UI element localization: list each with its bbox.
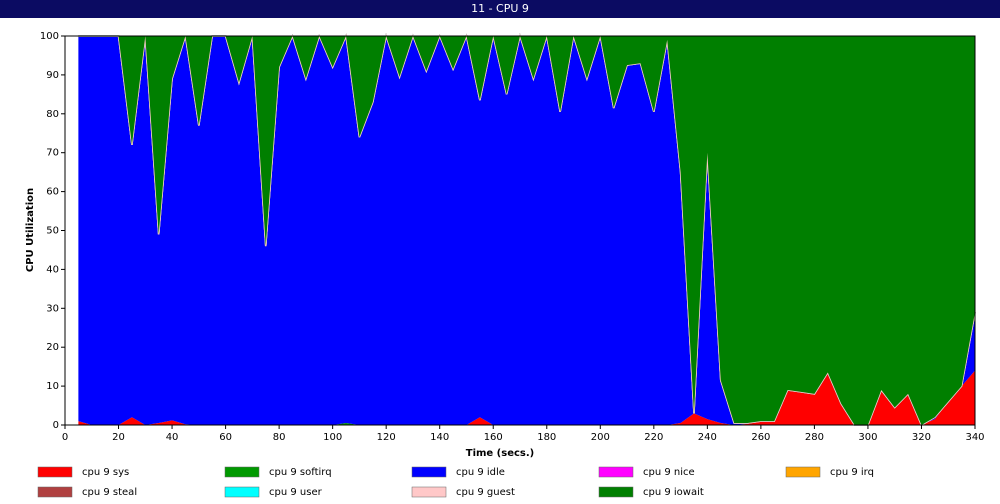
- legend-swatch: [37, 486, 73, 498]
- y-tick-label: 0: [53, 420, 59, 431]
- x-tick-label: 220: [644, 432, 663, 443]
- y-tick-label: 70: [46, 148, 59, 159]
- legend-swatch: [411, 486, 447, 498]
- x-tick-label: 120: [377, 432, 396, 443]
- legend-label: cpu 9 softirq: [269, 467, 332, 478]
- y-tick-label: 90: [46, 70, 59, 81]
- y-tick-label: 50: [46, 226, 59, 237]
- chart-title: 11 - CPU 9: [471, 2, 529, 15]
- legend-label: cpu 9 nice: [643, 467, 695, 478]
- y-tick-label: 20: [46, 342, 59, 353]
- x-tick-label: 280: [805, 432, 824, 443]
- x-tick-label: 60: [219, 432, 232, 443]
- y-tick-label: 10: [46, 381, 59, 392]
- legend-label: cpu 9 user: [269, 487, 323, 498]
- x-tick-label: 0: [62, 432, 68, 443]
- area: [78, 36, 976, 425]
- legend-label: cpu 9 irq: [830, 467, 874, 478]
- x-axis-label: Time (secs.): [466, 448, 535, 459]
- x-tick-label: 300: [858, 432, 877, 443]
- x-tick-label: 260: [751, 432, 770, 443]
- y-tick-label: 60: [46, 187, 59, 198]
- x-tick-label: 20: [112, 432, 125, 443]
- legend-swatch: [37, 466, 73, 478]
- x-tick-label: 80: [273, 432, 286, 443]
- x-tick-label: 40: [166, 432, 179, 443]
- x-tick-label: 180: [537, 432, 556, 443]
- area: [78, 36, 976, 425]
- x-tick-label: 240: [698, 432, 717, 443]
- legend-swatch: [224, 466, 260, 478]
- legend-label: cpu 9 guest: [456, 487, 515, 498]
- title-bar: [0, 0, 1000, 18]
- x-tick-label: 100: [323, 432, 342, 443]
- y-tick-label: 40: [46, 264, 59, 275]
- legend-label: cpu 9 iowait: [643, 487, 704, 498]
- legend-swatch: [785, 466, 821, 478]
- x-tick-label: 140: [430, 432, 449, 443]
- legend-label: cpu 9 idle: [456, 467, 505, 478]
- y-tick-label: 100: [40, 31, 59, 42]
- y-tick-label: 80: [46, 109, 59, 120]
- y-tick-label: 30: [46, 303, 59, 314]
- y-axis-label: CPU Utilization: [25, 188, 36, 272]
- legend-swatch: [598, 486, 634, 498]
- legend-swatch: [224, 486, 260, 498]
- x-tick-label: 320: [912, 432, 931, 443]
- x-tick-label: 340: [965, 432, 984, 443]
- area: [78, 370, 976, 425]
- legend-label: cpu 9 steal: [82, 487, 137, 498]
- legend-label: cpu 9 sys: [82, 467, 129, 478]
- legend-swatch: [411, 466, 447, 478]
- legend-swatch: [598, 466, 634, 478]
- x-tick-label: 160: [484, 432, 503, 443]
- x-tick-label: 200: [591, 432, 610, 443]
